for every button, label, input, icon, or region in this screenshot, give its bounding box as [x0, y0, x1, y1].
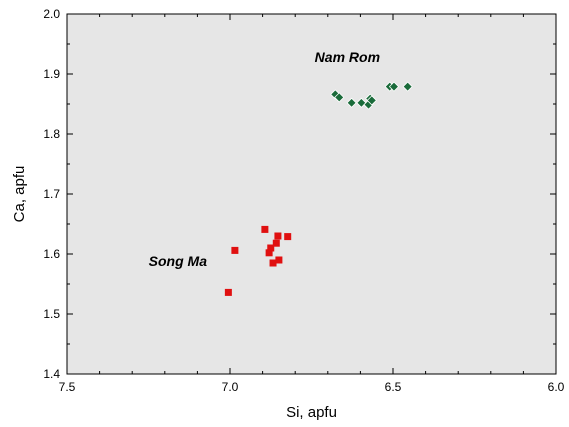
- y-axis-title: Ca, apfu: [11, 166, 28, 223]
- data-point-diamond: [334, 92, 345, 103]
- x-axis-title: Si, apfu: [286, 404, 337, 421]
- y-tick-label: 1.4: [43, 367, 60, 381]
- x-tick-label: 6.5: [385, 380, 402, 394]
- data-point-square: [267, 244, 275, 252]
- data-point-square: [224, 288, 232, 296]
- x-tick-label: 7.5: [59, 380, 76, 394]
- y-tick-label: 2.0: [43, 7, 60, 21]
- data-point-square: [261, 225, 269, 233]
- data-point-square: [272, 239, 280, 247]
- data-point-square: [275, 256, 283, 264]
- axis-tick-labels: 7.5 7.0 6.5 6.0 1.4 1.5 1.6 1.7 1.8 1.9 2.0: [43, 7, 564, 394]
- axis-ticks: [66, 13, 557, 375]
- data-point-diamond: [388, 81, 400, 92]
- data-point-diamond: [356, 97, 367, 108]
- x-tick-label: 6.0: [548, 380, 565, 394]
- y-tick-label: 1.6: [43, 247, 60, 261]
- y-tick-label: 1.7: [43, 187, 60, 201]
- data-point-square: [231, 246, 239, 254]
- y-tick-label: 1.9: [43, 67, 60, 81]
- data-point-square: [265, 249, 273, 257]
- data-point-square: [269, 259, 277, 267]
- data-point-square: [274, 232, 282, 240]
- group-label: Song Ma: [149, 253, 208, 269]
- data-point-square: [284, 233, 292, 241]
- data-point-diamond: [366, 95, 377, 106]
- y-tick-label: 1.8: [43, 127, 60, 141]
- x-tick-label: 7.0: [222, 380, 239, 394]
- plot-area: [66, 13, 557, 375]
- annotations: Nam Rom Song Ma: [149, 49, 380, 269]
- data-point-diamond: [346, 97, 357, 108]
- group-label: Nam Rom: [315, 49, 380, 65]
- data-points: [224, 81, 413, 296]
- y-tick-label: 1.5: [43, 307, 60, 321]
- data-point-diamond: [402, 81, 413, 92]
